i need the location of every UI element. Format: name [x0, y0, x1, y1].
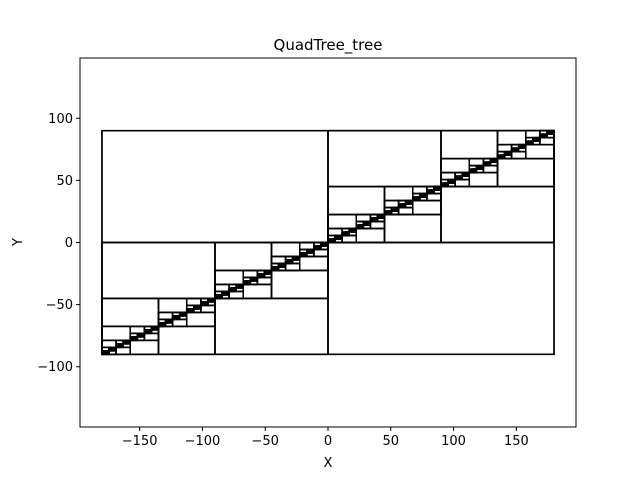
quadtree-cell — [313, 248, 329, 258]
quadtree-cell — [270, 241, 301, 258]
quadtree-cell — [383, 185, 414, 202]
quadtree-cell — [214, 269, 244, 286]
quadtree-cell — [270, 255, 287, 265]
quadtree-cell — [256, 276, 273, 286]
quadtree-cell — [157, 297, 188, 314]
quadtree-cell — [327, 241, 555, 356]
y-tick-label: −100 — [37, 360, 73, 375]
x-tick-label: −150 — [122, 434, 158, 449]
y-tick-label: 0 — [65, 236, 73, 251]
y-tick-label: 50 — [56, 174, 73, 189]
quadtree-cell — [270, 269, 329, 300]
quadtree-cell — [157, 311, 174, 321]
quadtree-cell — [496, 129, 527, 146]
quadtree-cell — [101, 241, 216, 300]
quadtree-cell — [496, 157, 555, 188]
quadtree-cell — [129, 325, 146, 335]
quadtree-cell — [200, 304, 216, 314]
chart-title: QuadTree_tree — [274, 36, 383, 55]
y-tick-label: 100 — [48, 112, 73, 127]
y-axis-label: Y — [11, 238, 26, 247]
quadtree-cell — [242, 283, 273, 300]
quadtree-cell — [412, 199, 442, 216]
quadtree-cell — [355, 227, 386, 244]
quadtree-cell — [157, 325, 216, 356]
x-axis-ticks: −150 −100 −50 0 50 100 150 — [122, 427, 529, 449]
x-tick-label: −100 — [185, 434, 221, 449]
quadtree-cell — [468, 171, 499, 188]
quadtree-cell — [284, 262, 301, 272]
quadtree-cell — [242, 269, 259, 279]
quadtree-cell — [551, 129, 555, 133]
quadtree-cell — [440, 157, 471, 174]
quadtree-cell — [171, 318, 188, 328]
quadtree-cell — [327, 129, 442, 188]
x-tick-label: 150 — [504, 434, 529, 449]
quadtree-cell — [426, 192, 442, 202]
x-tick-label: 50 — [383, 434, 400, 449]
quadtree-cell — [101, 297, 160, 328]
quadtree-cell — [143, 332, 160, 342]
quadtree-cell — [440, 129, 499, 160]
quadtree-cell — [454, 178, 471, 188]
quadtree-cell — [298, 241, 315, 251]
quadtree-cell — [369, 220, 386, 230]
quadtree-cell — [383, 199, 400, 209]
x-tick-label: −50 — [251, 434, 278, 449]
quadtree-cell — [496, 143, 513, 153]
quadtree-cell — [539, 136, 555, 146]
quadtree-cells — [101, 129, 555, 356]
quadtree-cell — [525, 143, 555, 160]
quadtree-cell — [214, 297, 329, 356]
quadtree-cell — [327, 185, 386, 216]
quadtree-cell — [101, 129, 329, 244]
x-axis-label: X — [324, 456, 333, 471]
quadtree-cell — [228, 290, 244, 300]
quadtree-cell — [101, 339, 117, 349]
quadtree-cell — [468, 157, 485, 167]
quadtree-cell — [510, 150, 527, 160]
y-tick-label: −50 — [46, 298, 73, 313]
quadtree-cell — [101, 325, 131, 342]
quadtree-cell — [298, 255, 329, 272]
quadtree-cell — [214, 283, 230, 293]
quadtree-cell — [355, 213, 372, 223]
quadtree-cell — [185, 297, 202, 307]
quadtree-cell — [440, 185, 555, 244]
quadtree-cell — [383, 213, 442, 244]
quadtree-cell — [440, 171, 456, 181]
quadtree-cell — [327, 227, 343, 237]
quadtree-cell — [412, 185, 428, 195]
quadtree-cell — [482, 164, 499, 174]
quadtree-cell — [397, 206, 414, 216]
quadtree-cell — [341, 234, 358, 244]
quadtree-cell — [185, 311, 216, 328]
quadtree-cell — [214, 241, 273, 272]
x-tick-label: 100 — [441, 434, 466, 449]
quadtree-cell — [115, 346, 131, 356]
quadtree-cell — [129, 339, 160, 356]
y-axis-ticks: −100 −50 0 50 100 — [37, 112, 80, 375]
quadtree-cell — [327, 213, 358, 230]
x-tick-label: 0 — [324, 434, 332, 449]
quadtree-cell — [525, 129, 541, 139]
quadtree-cell — [539, 129, 548, 135]
